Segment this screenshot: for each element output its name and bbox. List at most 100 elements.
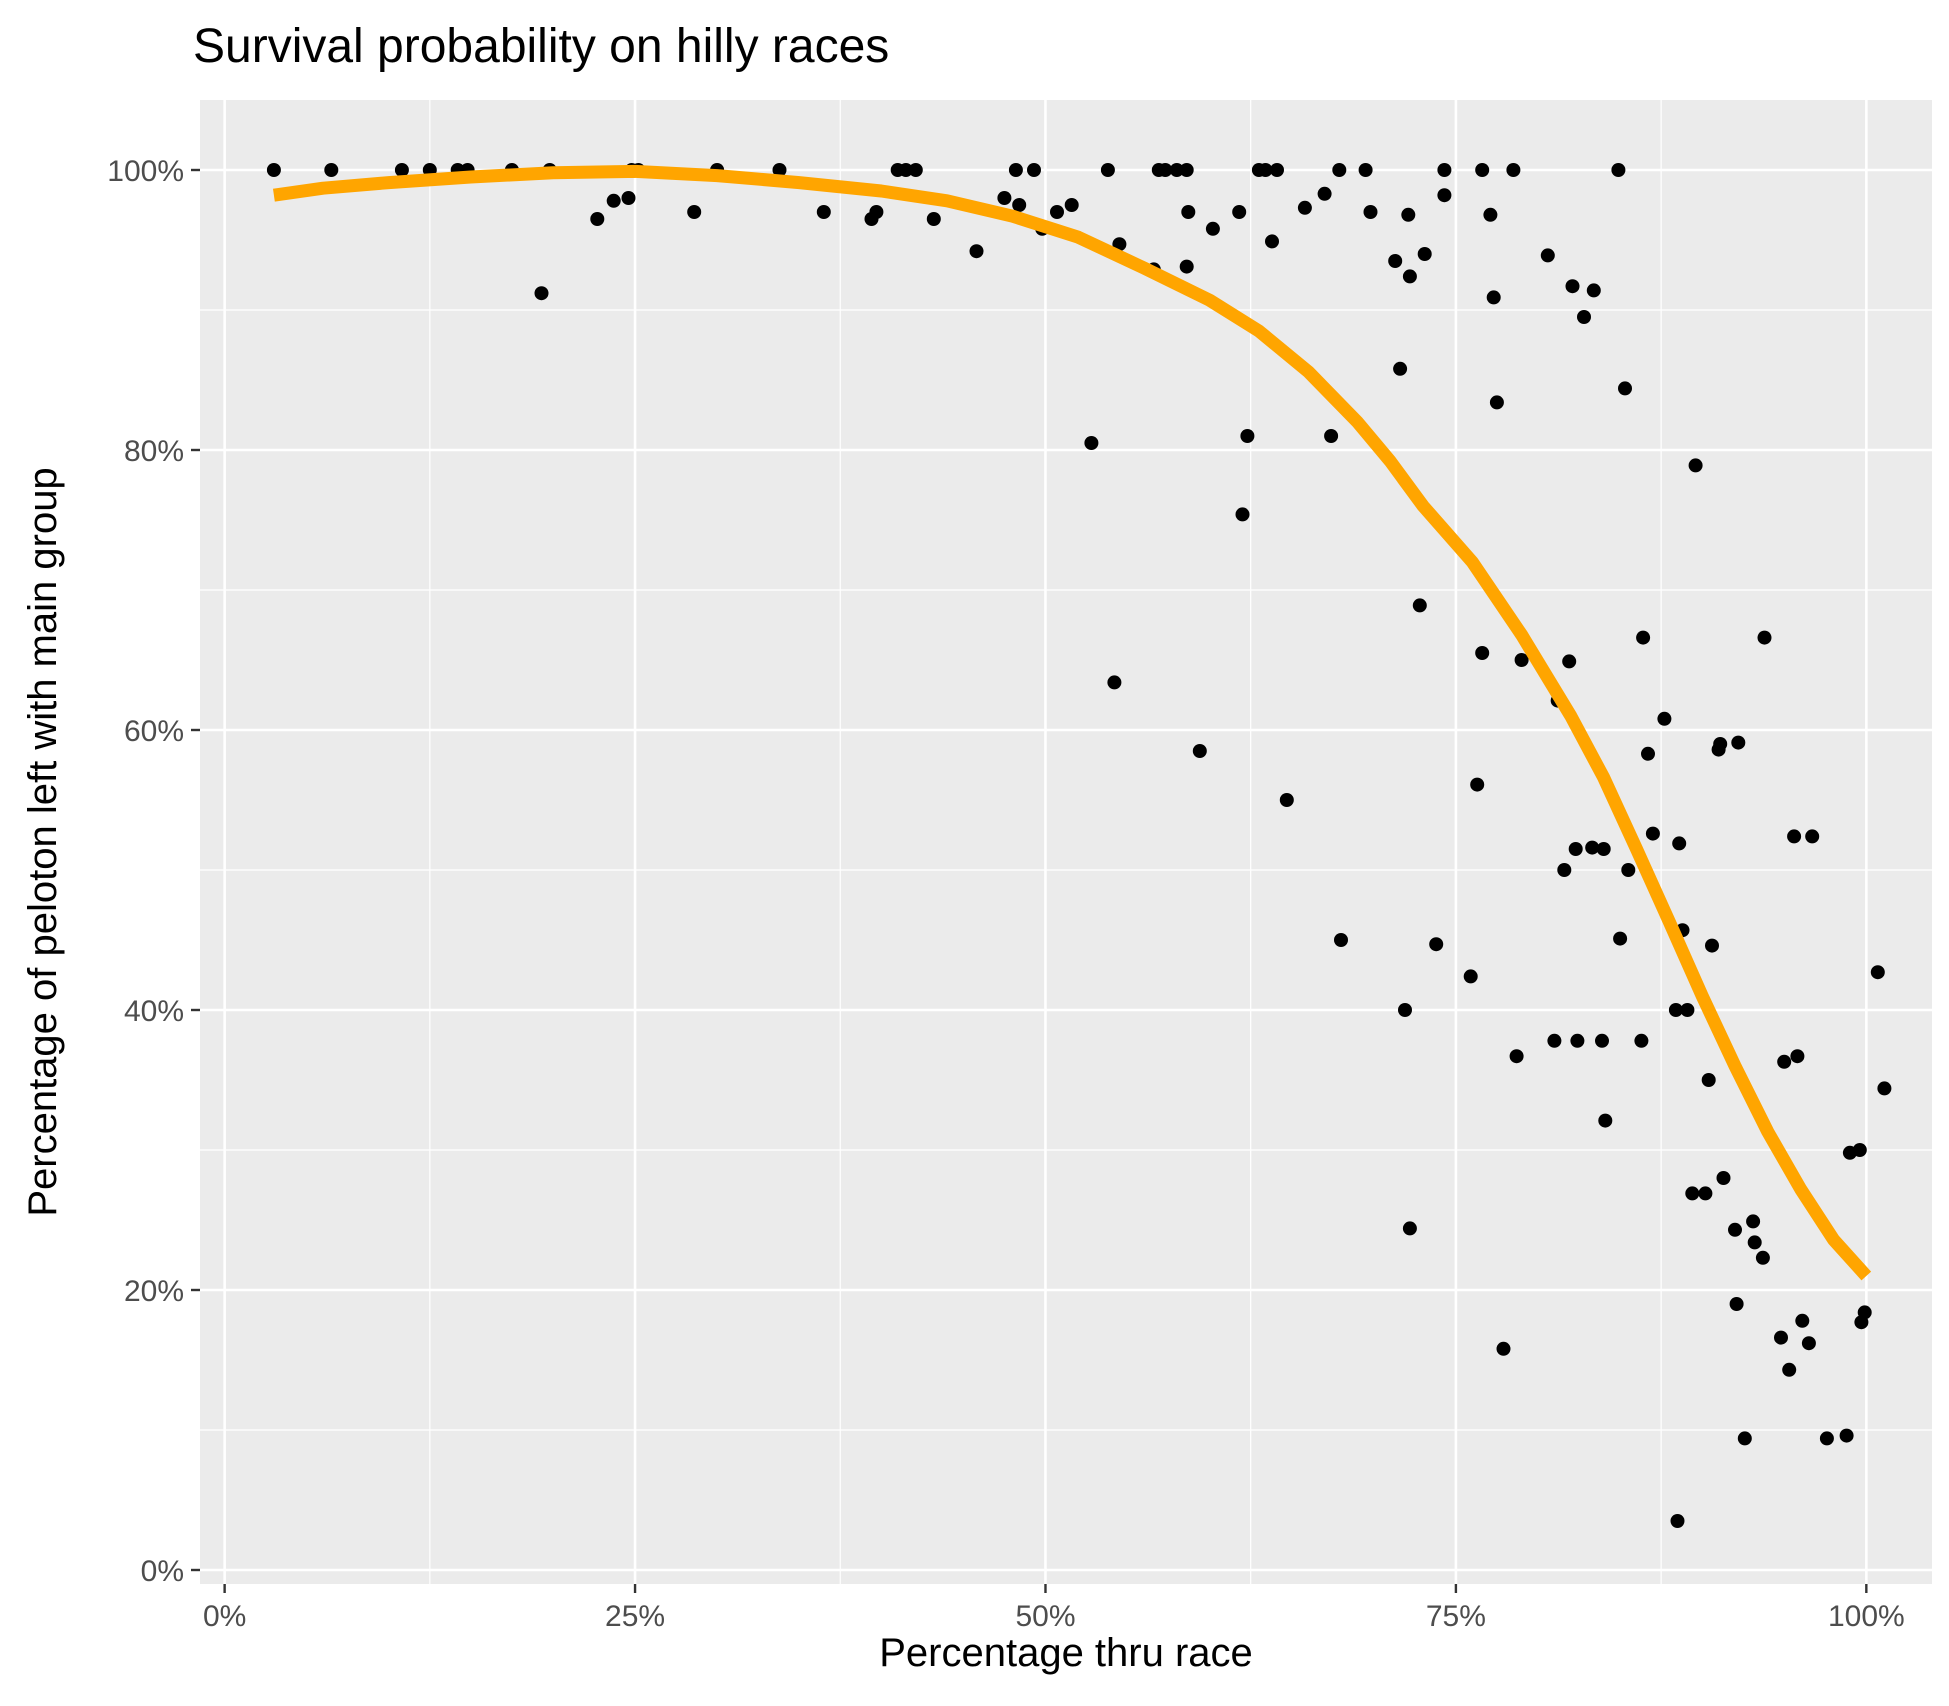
- data-point: [1486, 290, 1501, 305]
- y-tick-label: 60%: [124, 715, 184, 748]
- data-point: [1680, 1003, 1695, 1017]
- data-point: [1483, 207, 1498, 222]
- data-point: [1489, 395, 1504, 410]
- data-point: [898, 163, 913, 177]
- data-point: [1412, 598, 1427, 613]
- data-point: [1701, 1073, 1716, 1087]
- data-point: [1657, 711, 1672, 726]
- data-point: [266, 163, 281, 177]
- data-point: [1475, 646, 1490, 660]
- data-point: [1258, 163, 1273, 177]
- data-point: [1757, 630, 1772, 645]
- data-point: [1279, 793, 1294, 807]
- data-point: [1668, 1003, 1683, 1017]
- data-point: [1596, 842, 1611, 856]
- data-point: [1514, 653, 1529, 667]
- data-point: [1737, 1431, 1752, 1446]
- data-point: [1641, 746, 1655, 761]
- x-tick-label: 75%: [1426, 1600, 1486, 1633]
- data-point: [1568, 842, 1583, 856]
- data-point: [1402, 1221, 1417, 1236]
- data-point: [1240, 429, 1255, 443]
- data-point: [1705, 938, 1719, 953]
- data-point: [1755, 1250, 1770, 1265]
- data-point: [1782, 1362, 1797, 1377]
- data-point: [1540, 248, 1555, 263]
- data-point: [687, 205, 702, 219]
- data-point: [1698, 1186, 1713, 1201]
- data-point: [1562, 654, 1577, 669]
- data-point: [772, 163, 787, 177]
- data-point: [1586, 283, 1601, 298]
- data-point: [1670, 1514, 1685, 1528]
- data-point: [1790, 1049, 1805, 1064]
- data-point: [1475, 163, 1490, 177]
- data-point: [1100, 163, 1115, 177]
- data-point: [1636, 630, 1651, 645]
- data-point: [590, 212, 605, 226]
- data-point: [1731, 735, 1746, 750]
- data-point: [1496, 1341, 1511, 1356]
- data-point: [1463, 969, 1478, 984]
- data-point: [1805, 829, 1820, 844]
- data-point: [816, 205, 831, 219]
- data-point: [1169, 163, 1184, 177]
- data-point: [1795, 1313, 1810, 1328]
- data-point: [1064, 198, 1079, 212]
- data-point: [1050, 205, 1064, 219]
- data-point: [1613, 931, 1628, 946]
- data-point: [534, 286, 549, 301]
- data-point: [1577, 310, 1591, 324]
- data-point: [1801, 1336, 1816, 1351]
- x-tick-label: 0%: [203, 1600, 246, 1633]
- data-point: [1585, 840, 1600, 855]
- data-point: [1429, 937, 1444, 952]
- data-point: [1685, 1186, 1700, 1201]
- x-tick-label: 50%: [1015, 1600, 1075, 1633]
- data-point: [324, 163, 339, 177]
- y-tick-label: 20%: [124, 1275, 184, 1308]
- x-tick-label: 100%: [1828, 1600, 1905, 1633]
- data-point: [1205, 221, 1220, 236]
- data-point: [1509, 1049, 1524, 1064]
- data-point: [1179, 163, 1194, 177]
- data-point: [1437, 163, 1452, 177]
- trend-line: [272, 164, 1872, 1281]
- data-point: [1728, 1222, 1742, 1237]
- y-tick-label: 80%: [124, 435, 184, 468]
- data-point: [1819, 1431, 1834, 1446]
- x-axis-ticks: 0% 25% 50% 75% 100%: [203, 1584, 1905, 1633]
- data-point: [1565, 279, 1580, 294]
- data-point: [1645, 826, 1660, 841]
- data-point: [1363, 205, 1378, 219]
- data-point: [1688, 458, 1703, 473]
- data-point: [1334, 933, 1348, 947]
- data-point: [1317, 186, 1332, 201]
- data-point: [1618, 381, 1632, 396]
- data-point: [1570, 1033, 1585, 1048]
- data-point: [1547, 1033, 1562, 1048]
- data-point: [1027, 163, 1041, 177]
- data-point: [1777, 1054, 1792, 1069]
- data-point: [1437, 188, 1452, 203]
- x-tick-label: 25%: [605, 1600, 665, 1633]
- data-point: [1332, 163, 1347, 177]
- y-axis-ticks: 0% 20% 40% 60% 80% 100%: [107, 155, 200, 1588]
- data-point: [869, 205, 884, 219]
- data-point: [1179, 259, 1194, 274]
- data-point: [1598, 1113, 1613, 1128]
- data-point: [1402, 269, 1417, 284]
- data-point: [1270, 163, 1284, 177]
- data-point: [1265, 234, 1279, 249]
- data-point: [1839, 1428, 1854, 1443]
- scatter-points: [266, 163, 1892, 1528]
- data-point: [1746, 1214, 1761, 1229]
- data-point: [1417, 247, 1432, 261]
- data-point: [1557, 863, 1572, 877]
- chart-title: Survival probability on hilly races: [193, 20, 889, 73]
- data-point: [1297, 200, 1312, 215]
- data-point: [1398, 1003, 1412, 1017]
- data-point: [969, 244, 984, 259]
- data-point: [1857, 1305, 1872, 1320]
- data-point: [1107, 675, 1122, 690]
